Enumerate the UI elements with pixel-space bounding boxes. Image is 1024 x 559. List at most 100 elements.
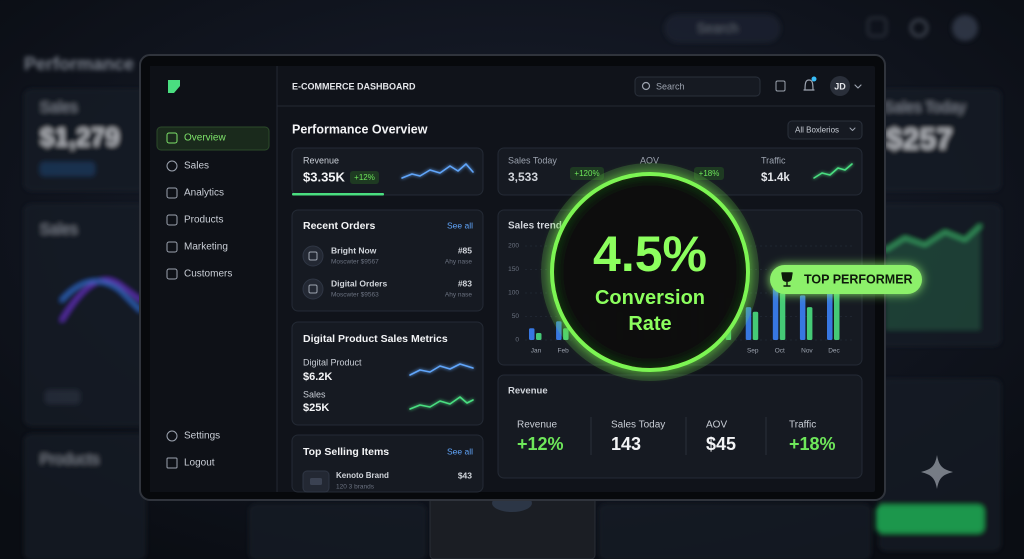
calendar-icon[interactable] <box>775 80 786 92</box>
item-sub: 120 3 brands <box>336 484 375 491</box>
revenue-summary-card <box>497 374 863 479</box>
highlight-label: Conversion Rate <box>594 287 706 335</box>
order-name: Digital Orders <box>331 278 387 288</box>
summary-value: +18% <box>789 434 836 454</box>
bar <box>799 295 806 340</box>
nav-icon <box>166 457 178 469</box>
label: Traffic <box>761 155 786 165</box>
bg-value: $257 <box>886 123 953 156</box>
value: 3,533 <box>508 170 538 184</box>
label: Digital Product <box>303 357 362 367</box>
orders-card <box>291 209 484 312</box>
x-tick-label: Jan <box>531 348 542 355</box>
bar <box>779 293 786 340</box>
y-tick-label: 100 <box>508 290 519 297</box>
see-all-link[interactable]: See all <box>447 220 473 230</box>
card-title: Recent Orders <box>303 220 376 232</box>
top-selling-card <box>291 434 484 493</box>
summary-label: AOV <box>706 420 727 431</box>
filter-dropdown[interactable] <box>787 120 863 140</box>
bg-card <box>599 504 871 559</box>
value: $3.35K <box>303 169 346 184</box>
bar <box>745 307 752 340</box>
background-dashboard: Search Performance Sales $1,279 Sales Product… <box>24 14 1001 559</box>
nav-item[interactable]: Logout <box>184 458 215 469</box>
y-tick-label: 50 <box>512 313 520 320</box>
metrics-card <box>291 321 484 426</box>
summary-value: +12% <box>517 434 564 454</box>
order-status: Ahy nase <box>445 292 472 299</box>
decor <box>60 278 142 322</box>
bg-label: Sales <box>40 221 78 238</box>
header-title: E-COMMERCE DASHBOARD <box>292 81 416 91</box>
nav-icon <box>166 187 178 199</box>
order-status: Ahy nase <box>445 259 472 266</box>
order-sub: Moscwter $9563 <box>331 292 379 299</box>
badge-text: +120% <box>574 169 599 178</box>
order-name: Bright Now <box>331 245 377 255</box>
bg-label: Sales Today <box>884 99 966 116</box>
value: $6.2K <box>303 371 332 383</box>
bg-search-text: Search <box>697 20 738 35</box>
value: $1.4k <box>761 172 790 184</box>
nav-icon <box>166 241 178 253</box>
bg-icon <box>910 19 928 37</box>
see-all-link[interactable]: See all <box>447 446 473 456</box>
highlight-halo <box>541 163 759 381</box>
y-tick-label: 0 <box>515 337 519 344</box>
sparkle <box>921 455 953 489</box>
avatar[interactable] <box>830 76 850 96</box>
nav-icon <box>166 214 178 226</box>
nav-item[interactable]: Marketing <box>184 242 228 253</box>
label: Revenue <box>303 155 339 165</box>
nav-item[interactable]: Products <box>184 215 223 226</box>
summary-value: $45 <box>706 434 736 454</box>
order-icon <box>302 278 324 300</box>
x-tick-label: Sep <box>747 348 759 355</box>
label: AOV <box>640 155 659 165</box>
bar <box>563 328 569 340</box>
nav-item[interactable]: Customers <box>184 269 232 280</box>
label: Sales Today <box>508 155 557 165</box>
chevron <box>849 127 856 131</box>
search-placeholder: Search <box>656 81 685 91</box>
bg-card <box>249 504 426 559</box>
nav-item[interactable]: Settings <box>184 431 220 442</box>
nav-active[interactable] <box>156 126 270 151</box>
order-icon-glyph <box>308 251 318 261</box>
bg-title: Performance <box>24 54 134 74</box>
filter-text: All Boxlerios <box>795 126 839 135</box>
performer-badge <box>770 265 922 294</box>
logo <box>168 80 180 93</box>
bg-button <box>45 390 80 404</box>
nav-item[interactable]: Overview <box>184 133 226 144</box>
badge-text: TOP PERFORMER <box>804 272 913 286</box>
nav-icon <box>166 268 178 280</box>
card-title: Digital Product Sales Metrics <box>303 333 448 345</box>
nav-item[interactable]: Sales <box>184 161 209 172</box>
x-tick-label: Oct <box>775 348 785 355</box>
value: $25K <box>303 402 329 414</box>
chart-title: Sales trend <box>508 221 562 232</box>
decor <box>886 226 980 330</box>
bell-icon <box>803 79 815 91</box>
summary-label: Traffic <box>789 420 816 431</box>
bg-card <box>24 204 146 426</box>
summary-label: Sales Today <box>611 420 665 431</box>
bg-label: Products <box>40 451 99 468</box>
search-box[interactable] <box>634 76 761 97</box>
nav-icon <box>166 160 178 172</box>
bar <box>529 328 535 340</box>
sparkline <box>401 163 474 179</box>
item-name: Kenoto Brand <box>336 471 389 480</box>
chevron <box>854 84 862 89</box>
highlight-value: 4.5% <box>593 226 707 282</box>
bg-avatar <box>952 15 978 41</box>
nav-item[interactable]: Analytics <box>184 188 224 199</box>
bar <box>536 332 542 340</box>
notification-dot <box>811 76 817 82</box>
bar <box>834 278 840 340</box>
x-tick-label: Feb <box>557 348 569 355</box>
badge-text: +18% <box>699 169 720 178</box>
